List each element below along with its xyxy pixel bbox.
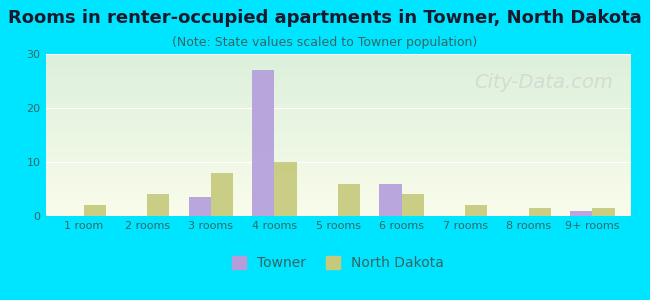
Bar xyxy=(465,205,488,216)
Bar xyxy=(570,211,592,216)
Bar xyxy=(84,205,106,216)
Text: Rooms in renter-occupied apartments in Towner, North Dakota: Rooms in renter-occupied apartments in T… xyxy=(8,9,642,27)
Bar xyxy=(380,184,402,216)
Bar xyxy=(402,194,424,216)
Bar xyxy=(148,194,170,216)
Bar xyxy=(211,173,233,216)
Text: City-Data.com: City-Data.com xyxy=(474,74,613,92)
Bar xyxy=(188,197,211,216)
Bar xyxy=(592,208,615,216)
Bar xyxy=(274,162,296,216)
Bar xyxy=(528,208,551,216)
Bar xyxy=(338,184,360,216)
Text: (Note: State values scaled to Towner population): (Note: State values scaled to Towner pop… xyxy=(172,36,478,49)
Bar xyxy=(252,70,274,216)
Legend: Towner, North Dakota: Towner, North Dakota xyxy=(225,249,451,277)
